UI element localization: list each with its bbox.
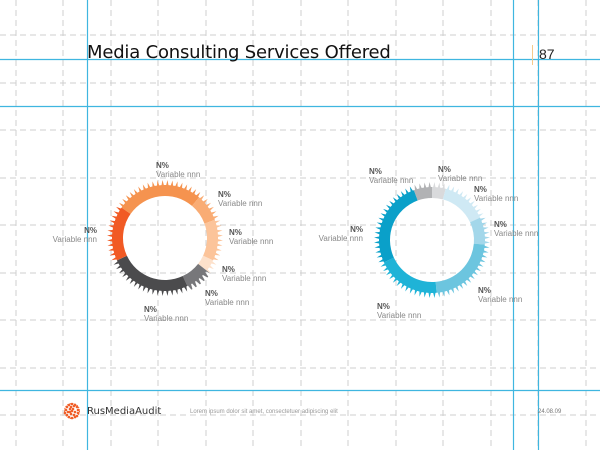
page-number: 87 [539,46,555,62]
rusmediaaudit-logo-icon [63,402,80,420]
label-value: N% [205,289,218,298]
right-donut-segment-5 [435,243,490,298]
footer-brand: RusMediaAudit [87,406,162,417]
label-value: N% [156,161,169,170]
right-donut-segment-4 [470,217,490,245]
right-chart-label-3: N% Variable nnn [474,185,518,203]
label-text: Variable nnn [218,199,263,208]
right-chart-label-5: N% Variable nnn [478,286,522,304]
label-value: N% [494,220,507,229]
right-chart-label-1: N% Variable nnn [369,167,413,185]
label-text: Variable nnn [377,311,422,320]
left-chart-label-3: N% Variable nnn [229,228,273,246]
label-text: Variable nnn [205,298,250,307]
left-donut-segment-5 [182,263,211,290]
right-chart-label-4: N% Variable nnn [494,220,538,238]
left-chart-label-2: N% Variable nnn [218,190,262,208]
footer-tagline: Lorem ipsum dolor sit amet, consectetuer… [190,409,338,415]
left-chart-label-5: N% Variable nnn [205,289,249,307]
left-donut-segment-6 [113,255,188,296]
left-donut-segment-2 [192,195,219,224]
right-donut-segment-6 [380,257,437,298]
right-chart-label-6: N% Variable nnn [377,302,421,320]
left-donut-segment-4 [198,255,217,274]
left-chart-label-7: N% Variable nnn [52,226,97,244]
label-text: Variable nnn [156,170,201,179]
footer-date: 24.08.09 [538,409,562,415]
page-number-marker [532,45,533,65]
label-value: N% [478,286,491,295]
label-text: Variable nnn [474,194,519,203]
label-text: Variable nnn [494,229,539,238]
label-value: N% [438,165,451,174]
right-chart-label-7: N% Variable nnn [318,225,363,243]
left-chart-label-4: N% Variable nnn [222,265,266,283]
left-donut-segment-7 [107,206,131,261]
left-chart-label-1: N% Variable nnn [156,161,200,179]
label-text: Variable nnn [222,274,267,283]
right-chart-label-2: N% Variable nnn [438,165,482,183]
label-text: Variable nnn [144,314,189,323]
left-chart-label-6: N% Variable nnn [144,305,188,323]
left-donut-segment-3 [203,219,223,261]
right-donut-segment-1 [413,182,432,201]
right-donut-segment-7 [374,186,418,263]
label-text: Variable nnn [369,176,414,185]
label-value: N% [474,185,487,194]
left-donut-segment-1 [118,180,201,214]
label-text: Variable nnn [478,295,523,304]
label-value: N% [218,190,231,199]
label-value: N% [222,265,235,274]
right-donut-segment-3 [442,184,484,223]
right-donut-segment-2 [432,182,446,200]
label-value: N% [369,167,382,176]
label-value: N% [350,225,363,234]
label-text: Variable nnn [318,234,363,243]
label-value: N% [84,226,97,235]
label-text: Variable nnn [438,174,483,183]
label-text: Variable nnn [52,235,97,244]
label-value: N% [144,305,157,314]
label-value: N% [229,228,242,237]
label-value: N% [377,302,390,311]
page-title: Media Consulting Services Offered [87,42,391,63]
label-text: Variable nnn [229,237,274,246]
